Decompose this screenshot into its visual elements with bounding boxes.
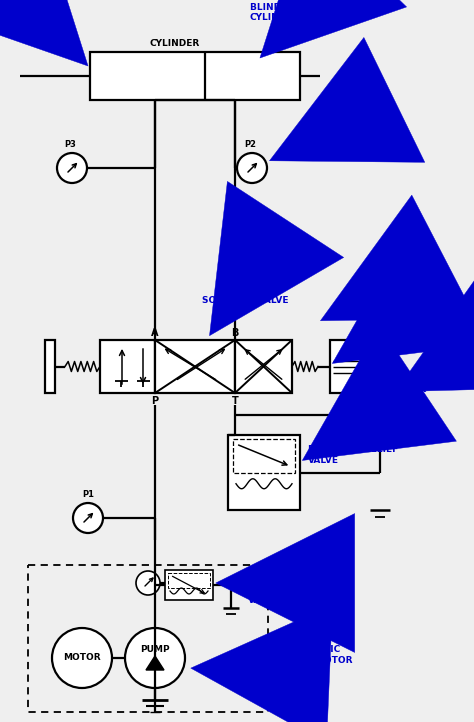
Bar [233,439,295,473]
Circle shape [125,628,185,688]
Text: PUMP: PUMP [140,645,170,655]
Text: HYDRAULIC
PUMP/MOTOR
UNIT: HYDRAULIC PUMP/MOTOR UNIT [282,645,353,675]
Text: SOLENOID VALVE: SOLENOID VALVE [202,296,289,305]
Bar [90,52,300,100]
Bar [28,565,268,712]
Circle shape [136,571,160,595]
Text: B: B [231,328,239,338]
Bar [235,340,292,393]
Circle shape [237,153,267,183]
Polygon shape [146,656,164,670]
Bar [45,340,55,393]
Text: PRESSURE GAUGE: PRESSURE GAUGE [310,131,401,139]
Text: A: A [151,328,159,338]
Text: P: P [151,396,159,406]
Text: P1: P1 [82,490,94,499]
Text: BLIND SIDE OF
CYLINDER: BLIND SIDE OF CYLINDER [250,3,325,22]
Bar [168,573,210,588]
Text: CYLINDER: CYLINDER [150,39,200,48]
Text: P3: P3 [64,140,76,149]
Circle shape [73,503,103,533]
Bar [100,340,155,393]
Circle shape [52,628,112,688]
Circle shape [57,153,87,183]
Text: T: T [232,396,238,406]
Text: P2: P2 [244,140,256,149]
Text: MOTOR: MOTOR [63,653,101,663]
Text: ROD SIDE OF
CYLINDER: ROD SIDE OF CYLINDER [3,3,69,22]
Text: SOLENOID: SOLENOID [345,346,397,355]
Text: EXTERNAL RELIEF
VALVE: EXTERNAL RELIEF VALVE [308,445,398,465]
Bar [330,340,365,393]
Bar [228,435,300,510]
Text: RETURN SPRING: RETURN SPRING [340,300,423,310]
Bar [165,570,213,600]
Text: TANK: TANK [400,386,427,394]
Text: PUMP UNIT
INTERNAL RELIEF
VALVE: PUMP UNIT INTERNAL RELIEF VALVE [248,575,336,605]
Bar [155,340,235,393]
